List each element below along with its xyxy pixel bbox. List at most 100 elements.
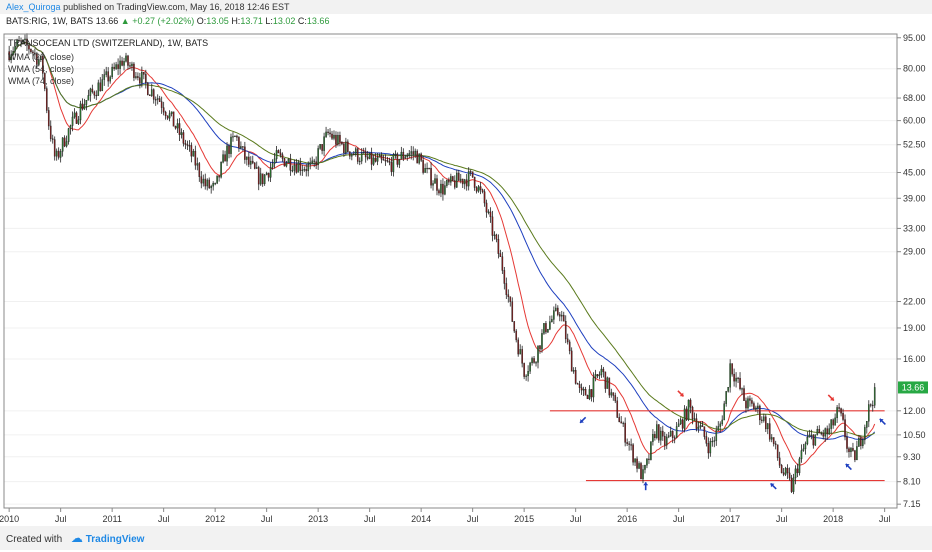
candle xyxy=(55,148,58,161)
candle xyxy=(663,431,666,450)
candle xyxy=(763,413,765,423)
candle xyxy=(263,174,266,186)
x-tick-label: Jul xyxy=(776,514,788,524)
candle xyxy=(759,404,761,426)
candle xyxy=(729,359,731,393)
candle xyxy=(253,162,256,170)
candle xyxy=(182,129,185,147)
candle xyxy=(671,430,674,444)
candle xyxy=(428,167,430,170)
candle xyxy=(432,180,434,191)
candle xyxy=(434,173,436,184)
candle xyxy=(862,437,864,449)
candle xyxy=(230,133,232,158)
candle xyxy=(667,432,670,439)
candle xyxy=(640,461,642,480)
candle xyxy=(279,148,282,158)
candle xyxy=(42,51,44,80)
x-tick-label: 2017 xyxy=(720,514,740,524)
candle xyxy=(261,173,264,187)
candle xyxy=(784,466,787,477)
candle xyxy=(497,234,500,259)
candle xyxy=(204,173,207,190)
author-link[interactable]: Alex_Quiroga xyxy=(6,2,61,12)
candle xyxy=(242,146,244,152)
candle xyxy=(366,150,369,161)
candle xyxy=(341,141,343,146)
tradingview-brand[interactable]: TradingView xyxy=(85,534,145,545)
candle xyxy=(866,420,868,434)
candle xyxy=(652,429,654,446)
candle xyxy=(311,156,314,165)
candle xyxy=(145,69,147,89)
candle xyxy=(352,151,355,156)
candle xyxy=(103,69,106,86)
candle xyxy=(699,421,702,430)
candle xyxy=(842,408,844,422)
y-tick-label: 12.00 xyxy=(903,406,926,416)
candle xyxy=(709,438,712,457)
candle xyxy=(226,142,228,166)
candle xyxy=(345,137,347,156)
candle xyxy=(10,50,12,64)
candle xyxy=(840,407,842,417)
annotation-arrow-icon xyxy=(879,418,886,426)
candle xyxy=(174,125,177,130)
candle xyxy=(562,311,565,322)
candle xyxy=(535,360,537,367)
candle xyxy=(691,405,694,425)
candle xyxy=(69,124,72,135)
candle xyxy=(499,249,502,257)
x-tick-label: Jul xyxy=(364,514,376,524)
candle xyxy=(259,167,262,186)
candle xyxy=(360,148,363,165)
high-label: H: xyxy=(231,16,241,26)
candle xyxy=(650,441,652,461)
candle xyxy=(85,100,88,111)
candle xyxy=(505,277,508,299)
candle xyxy=(774,440,777,450)
candle xyxy=(40,55,42,63)
candle xyxy=(543,322,545,335)
x-tick-label: 2012 xyxy=(205,514,225,524)
candle xyxy=(186,140,189,151)
candle xyxy=(59,148,62,163)
candle xyxy=(154,96,157,106)
candle xyxy=(392,152,395,177)
candle xyxy=(244,141,246,164)
candle xyxy=(461,178,464,188)
candle xyxy=(319,144,321,150)
candle xyxy=(503,266,506,290)
candle xyxy=(45,86,48,114)
candle xyxy=(620,416,623,424)
candle xyxy=(135,71,137,80)
price-chart[interactable]: 95.00 80.00 68.00 60.00 52.50 45.00 39.00 33.00… xyxy=(0,30,932,526)
created-with-text: Created with xyxy=(6,534,63,545)
candle xyxy=(473,176,476,191)
candle xyxy=(121,56,123,67)
candle xyxy=(198,162,201,182)
candle xyxy=(860,435,862,450)
candle xyxy=(856,440,858,461)
candle xyxy=(317,145,319,170)
candle xyxy=(628,441,630,451)
candle xyxy=(240,141,242,150)
annotation-arrow-icon xyxy=(643,482,649,491)
candle xyxy=(418,153,420,165)
candle xyxy=(370,147,373,171)
candle xyxy=(761,416,763,424)
candle xyxy=(685,406,688,422)
candle xyxy=(113,62,115,71)
candle xyxy=(168,110,171,122)
candle xyxy=(679,417,682,426)
candle xyxy=(374,153,377,163)
candle xyxy=(49,120,52,142)
candle xyxy=(297,159,300,173)
candle xyxy=(677,418,680,427)
candle xyxy=(610,388,613,398)
candle xyxy=(382,155,385,161)
candle xyxy=(196,157,199,171)
candle xyxy=(693,412,696,421)
candle xyxy=(257,165,260,191)
candle xyxy=(63,135,66,148)
